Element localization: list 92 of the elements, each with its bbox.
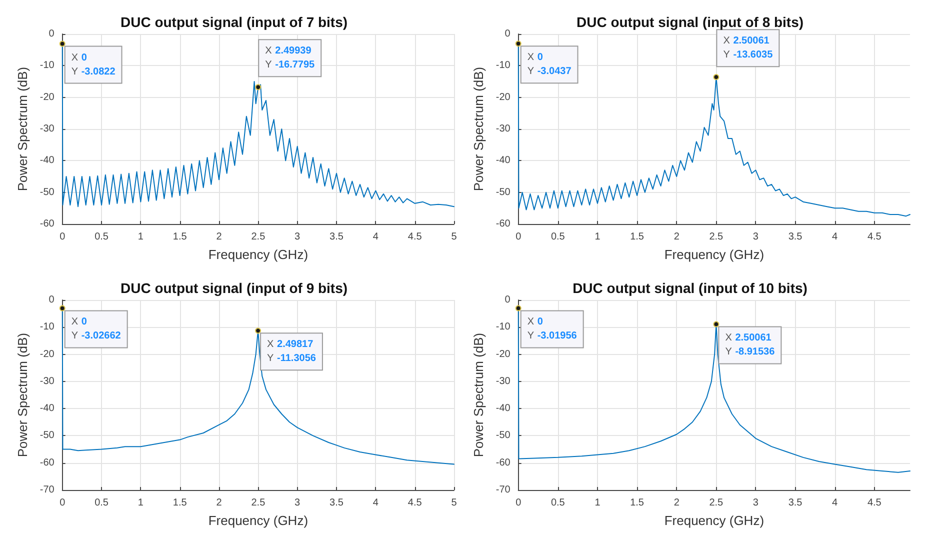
y-tick-label: -40 — [40, 403, 55, 414]
x-tick-label: 0.5 — [550, 498, 566, 508]
x-tick-label: 0 — [60, 232, 66, 242]
x-tick-label: 0 — [516, 232, 522, 242]
y-tick-label: -40 — [40, 155, 55, 166]
annotation: X 2.50061 Y -8.91536 — [725, 332, 776, 358]
y-tick-label: 0 — [504, 294, 511, 306]
chart-title: DUC output signal (input of 7 bits) — [120, 14, 348, 30]
y-tick-label: -10 — [496, 60, 511, 72]
y-tick-label: -50 — [40, 430, 55, 442]
annotation: X 2.49939 Y -16.7795 — [265, 46, 316, 71]
y-tick-label: -10 — [496, 322, 511, 333]
x-tick-label: 1 — [138, 232, 144, 242]
y-tick-label: -30 — [496, 376, 511, 387]
x-tick-label: 0 — [516, 498, 522, 508]
x-tick-label: 4.5 — [867, 232, 882, 242]
x-axis-title: Frequency (GHz) — [664, 247, 764, 262]
x-tick-label: 3.5 — [788, 232, 803, 242]
x-tick-label: 3 — [752, 232, 759, 242]
chart-title: DUC output signal (input of 10 bits) — [572, 280, 808, 296]
annotation: X 0 Y -3.0437 — [527, 52, 572, 78]
x-tick-label: 1.5 — [172, 498, 188, 508]
y-tick-label: -20 — [496, 92, 511, 103]
x-tick-label: 4.5 — [408, 498, 422, 508]
annotation: X 0 Y -3.01956 — [527, 316, 578, 342]
y-tick-label: -30 — [496, 124, 511, 134]
annotation: X 2.49817 Y -11.3056 — [267, 339, 316, 364]
x-tick-label: 0 — [60, 498, 66, 508]
y-tick-label: -10 — [40, 322, 55, 333]
x-tick-label: 1 — [594, 498, 601, 508]
x-tick-label: 3.5 — [330, 232, 344, 242]
x-tick-label: 3 — [294, 232, 301, 242]
annotation: X 0 Y -3.0822 — [71, 52, 116, 78]
x-tick-label: 4 — [372, 498, 379, 508]
x-tick-label: 2.5 — [251, 498, 266, 508]
x-tick-label: 4 — [832, 498, 838, 508]
x-tick-label: 4 — [832, 232, 838, 242]
y-tick-label: -60 — [496, 218, 511, 230]
y-tick-label: -70 — [40, 484, 55, 496]
y-tick-label: -50 — [496, 186, 511, 198]
y-tick-label: 0 — [504, 28, 511, 40]
y-tick-label: 0 — [48, 28, 55, 40]
x-tick-label: 4 — [372, 232, 379, 242]
y-tick-label: -70 — [496, 484, 511, 496]
x-tick-label: 2 — [216, 498, 222, 508]
x-tick-label: 3 — [752, 498, 759, 508]
y-tick-label: -20 — [40, 92, 55, 103]
y-tick-label: 0 — [48, 294, 55, 306]
y-tick-label: -30 — [40, 376, 55, 387]
x-tick-label: 2.5 — [709, 232, 724, 242]
y-tick-label: -60 — [40, 218, 55, 230]
y-axis-title: Power Spectrum (dB) — [15, 66, 30, 192]
x-tick-label: 5 — [451, 232, 458, 242]
y-tick-label: -40 — [496, 155, 511, 166]
x-tick-label: 1.5 — [630, 498, 644, 508]
x-tick-label: 4.5 — [408, 232, 422, 242]
chart-title: DUC output signal (input of 9 bits) — [120, 280, 348, 296]
annotation: X 2.50061 Y -13.6035 — [723, 36, 774, 61]
x-tick-label: 1.5 — [630, 232, 644, 242]
x-tick-label: 5 — [451, 498, 458, 508]
x-tick-label: 3.5 — [330, 498, 344, 508]
y-axis-title: Power Spectrum (dB) — [471, 66, 486, 192]
annotation: X 0 Y -3.02662 — [71, 316, 122, 342]
x-axis-title: Frequency (GHz) — [664, 513, 764, 528]
chart-title: DUC output signal (input of 8 bits) — [576, 14, 804, 30]
y-tick-label: -60 — [496, 457, 511, 468]
x-tick-label: 4.5 — [867, 498, 882, 508]
x-tick-label: 0.5 — [94, 498, 109, 508]
x-tick-label: 2.5 — [251, 232, 266, 242]
x-tick-label: 1 — [138, 498, 144, 508]
y-tick-label: -20 — [496, 348, 511, 360]
x-tick-label: 3.5 — [788, 498, 803, 508]
x-tick-label: 3 — [294, 498, 301, 508]
y-tick-label: -30 — [40, 124, 55, 134]
y-tick-label: -10 — [40, 60, 55, 72]
x-tick-label: 2 — [216, 232, 222, 242]
x-tick-label: 0.5 — [94, 232, 109, 242]
x-tick-label: 2.5 — [709, 498, 724, 508]
y-axis-title: Power Spectrum (dB) — [471, 332, 486, 458]
x-tick-label: 1 — [594, 232, 601, 242]
y-tick-label: -20 — [40, 348, 55, 360]
x-tick-label: 0.5 — [550, 232, 566, 242]
x-tick-label: 2 — [674, 232, 680, 242]
x-tick-label: 2 — [674, 498, 680, 508]
x-axis-title: Frequency (GHz) — [208, 513, 308, 528]
y-axis-title: Power Spectrum (dB) — [15, 332, 30, 458]
y-tick-label: -60 — [40, 457, 55, 468]
x-axis-title: Frequency (GHz) — [208, 247, 308, 262]
y-tick-label: -50 — [40, 186, 55, 198]
y-tick-label: -50 — [496, 430, 511, 442]
x-tick-label: 1.5 — [172, 232, 188, 242]
y-tick-label: -40 — [496, 403, 511, 414]
